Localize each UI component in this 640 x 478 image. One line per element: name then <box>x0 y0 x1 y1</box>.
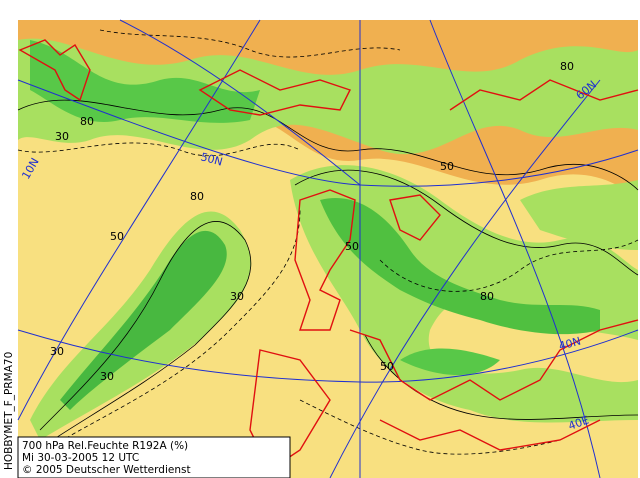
coastline <box>198 69 351 116</box>
contour-label: 50 <box>345 240 359 253</box>
coastline <box>18 39 91 102</box>
longitude-line <box>429 19 601 478</box>
product-id: HOBBYMET_F_PRMA70 <box>3 352 15 470</box>
caption-line: Mi 30-03-2005 12 UTC <box>22 452 139 464</box>
contour-label: 80 <box>480 290 494 303</box>
contour-label: 80 <box>560 60 574 73</box>
contour-label: 80 <box>190 190 204 203</box>
field-wet-med <box>400 348 500 375</box>
coastlines <box>18 39 639 472</box>
contour <box>39 221 252 446</box>
field-moist-north <box>18 38 638 155</box>
map-field <box>18 20 638 478</box>
longitude-line <box>17 19 261 421</box>
coastline <box>349 319 639 401</box>
contour-label: 50 <box>110 230 124 243</box>
contour-label: 30 <box>230 290 244 303</box>
coastline <box>294 189 356 331</box>
field-moist-east <box>520 180 638 250</box>
caption-line: 700 hPa Rel.Feuchte R192A (%) <box>22 440 188 452</box>
contour-label: 30 <box>55 130 69 143</box>
contour-label: 80 <box>80 115 94 128</box>
longitude-line <box>329 79 601 478</box>
graticule <box>17 19 639 478</box>
contour <box>364 334 639 420</box>
coastline <box>379 419 601 451</box>
coastline <box>389 194 441 241</box>
coastline <box>449 79 639 111</box>
contour-label: 50 <box>380 360 394 373</box>
contour <box>17 142 301 157</box>
coastline <box>249 349 331 472</box>
contour-label: 30 <box>100 370 114 383</box>
contour <box>17 99 639 191</box>
graticule-label: 50N <box>199 150 224 168</box>
graticule-label: 40N <box>557 335 582 353</box>
field-wet-europe <box>320 198 600 335</box>
longitude-line <box>119 19 361 186</box>
contour <box>29 209 301 461</box>
contours <box>17 29 639 461</box>
contour <box>294 169 639 276</box>
contour-label: 30 <box>50 345 64 358</box>
contour-label: 50 <box>440 160 454 173</box>
caption-line: © 2005 Deutscher Wetterdienst <box>22 464 191 476</box>
caption-box <box>17 436 291 478</box>
